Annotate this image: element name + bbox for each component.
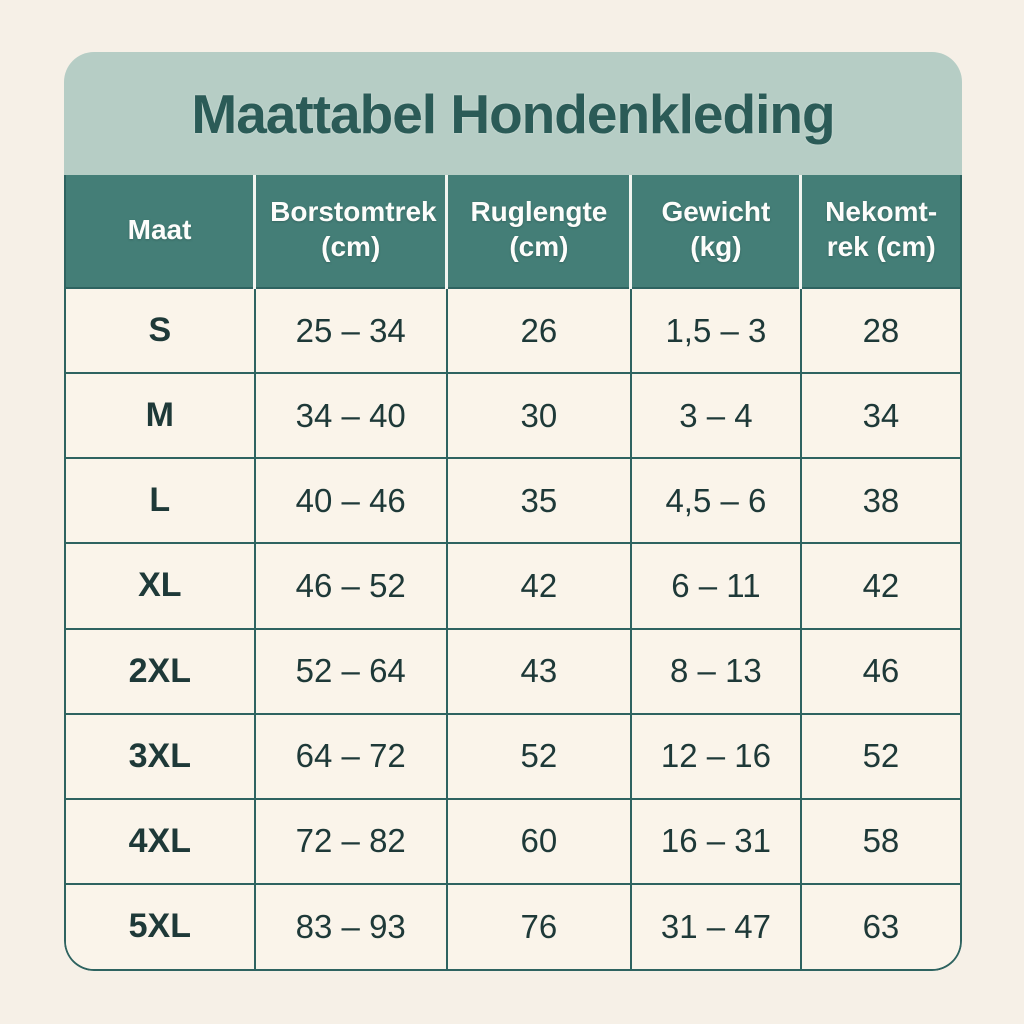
- table-cell: 40 – 46: [253, 457, 448, 545]
- table-cell: 64 – 72: [253, 712, 448, 800]
- table-cell: 8 – 13: [629, 627, 802, 715]
- table-cell: 25 – 34: [253, 286, 448, 375]
- table-cell: 43: [445, 627, 632, 715]
- table-cell: 38: [799, 457, 960, 545]
- table-cell: 3 – 4: [629, 372, 802, 460]
- table-cell: 42: [445, 542, 632, 630]
- column-header-maat: Maat: [66, 175, 255, 289]
- table-cell: 34 – 40: [253, 372, 448, 460]
- table-cell: 60: [445, 797, 632, 885]
- table-row: XL 46 – 52 42 6 – 11 42: [66, 542, 960, 630]
- table-row: S 25 – 34 26 1,5 – 3 28: [66, 286, 960, 375]
- size-table-wrapper: Maat Borstomtrek (cm) Ruglengte (cm) Gew…: [64, 175, 962, 971]
- table-row: 3XL 64 – 72 52 12 – 16 52: [66, 712, 960, 800]
- table-cell: 34: [799, 372, 960, 460]
- table-cell: 72 – 82: [253, 797, 448, 885]
- size-cell: 3XL: [66, 712, 256, 800]
- size-chart-card: Maattabel Hondenkleding Maat Borstomtrek…: [64, 52, 962, 971]
- size-cell: 5XL: [66, 882, 256, 969]
- page-title: Maattabel Hondenkleding: [191, 82, 835, 145]
- table-cell: 52: [445, 712, 632, 800]
- column-header-gewicht: Gewicht (kg): [629, 175, 801, 289]
- table-cell: 30: [445, 372, 632, 460]
- column-header-nekomtrek: Nekomt-rek (cm): [799, 175, 960, 289]
- table-row: M 34 – 40 30 3 – 4 34: [66, 372, 960, 460]
- table-cell: 46: [799, 627, 960, 715]
- table-cell: 4,5 – 6: [629, 457, 802, 545]
- column-header-ruglengte: Ruglengte (cm): [445, 175, 631, 289]
- table-cell: 1,5 – 3: [629, 286, 802, 375]
- table-cell: 6 – 11: [629, 542, 802, 630]
- size-table: Maat Borstomtrek (cm) Ruglengte (cm) Gew…: [66, 175, 960, 969]
- table-cell: 42: [799, 542, 960, 630]
- table-cell: 28: [799, 286, 960, 375]
- table-cell: 31 – 47: [629, 882, 802, 969]
- table-cell: 76: [445, 882, 632, 969]
- table-cell: 35: [445, 457, 632, 545]
- table-cell: 63: [799, 882, 960, 969]
- column-header-borstomtrek: Borstomtrek (cm): [253, 175, 447, 289]
- table-row: 5XL 83 – 93 76 31 – 47 63: [66, 882, 960, 969]
- title-band: Maattabel Hondenkleding: [64, 52, 962, 175]
- table-row: L 40 – 46 35 4,5 – 6 38: [66, 457, 960, 545]
- table-header-row: Maat Borstomtrek (cm) Ruglengte (cm) Gew…: [66, 175, 960, 289]
- table-cell: 26: [445, 286, 632, 375]
- size-cell: S: [66, 286, 256, 375]
- size-cell: L: [66, 457, 256, 545]
- table-cell: 12 – 16: [629, 712, 802, 800]
- table-cell: 52 – 64: [253, 627, 448, 715]
- table-cell: 46 – 52: [253, 542, 448, 630]
- table-row: 2XL 52 – 64 43 8 – 13 46: [66, 627, 960, 715]
- size-cell: XL: [66, 542, 256, 630]
- size-cell: 2XL: [66, 627, 256, 715]
- size-cell: 4XL: [66, 797, 256, 885]
- table-cell: 52: [799, 712, 960, 800]
- table-cell: 58: [799, 797, 960, 885]
- table-cell: 16 – 31: [629, 797, 802, 885]
- size-cell: M: [66, 372, 256, 460]
- table-row: 4XL 72 – 82 60 16 – 31 58: [66, 797, 960, 885]
- table-cell: 83 – 93: [253, 882, 448, 969]
